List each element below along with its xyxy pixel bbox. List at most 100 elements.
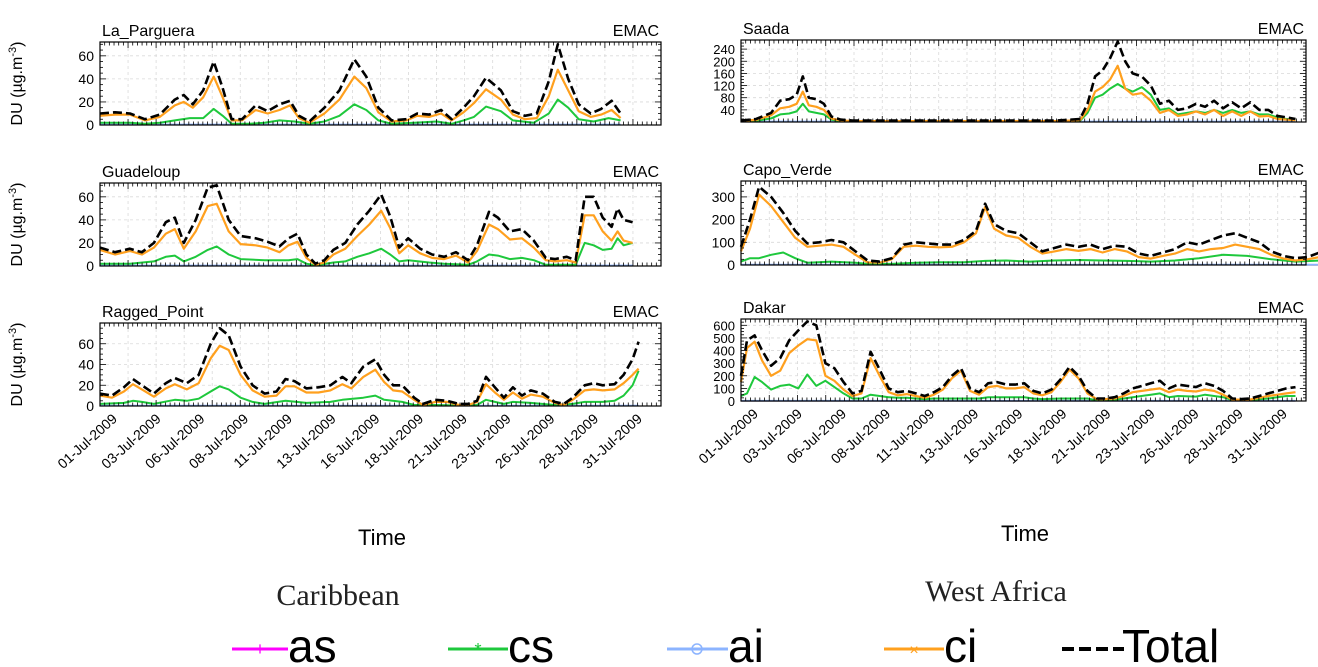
series-total [740,40,1296,122]
y-tick-label: 100 [712,234,736,250]
panel-ragged-point: 0 20 40 60 Ragged_Point EMAC DU (µg.m-3) [7,304,662,414]
legend-label-cs: cs [508,620,554,667]
region-label-caribbean: Caribbean [276,579,399,612]
y-tick-label: 40 [78,71,94,87]
y-axis-label: DU (µg.m-3) [7,183,26,267]
x-axis-right: 01-Jul-200903-Jul-200906-Jul-200908-Jul-… [695,405,1290,546]
model-tag: EMAC [1258,21,1304,38]
legend-label-ai: ai [728,620,764,667]
legend-marker-as: + [255,639,266,659]
y-tick-label: 60 [78,48,94,64]
legend-item-as: + as [232,620,337,667]
y-tick-label: 600 [713,318,735,333]
series-total [99,184,633,266]
y-tick-label: 0 [727,257,735,273]
y-tick-label: 300 [713,356,735,371]
x-axis-label: Time [1001,521,1049,546]
region-label-west-africa: West Africa [925,575,1067,608]
legend-item-cs: * cs [448,620,554,667]
y-tick-label: 20 [78,94,94,110]
y-tick-label: 120 [713,79,735,94]
y-axis-label-close: ) [9,42,26,47]
y-tick-label: 0 [86,398,94,414]
legend-label-ci: ci [944,620,977,667]
y-tick-label: 500 [713,331,735,346]
model-tag: EMAC [613,164,659,181]
model-tag: EMAC [613,304,659,321]
y-tick-label: 300 [712,189,736,205]
y-axis-label-close: ) [9,183,26,188]
series-ci [740,64,1296,123]
station-title: Dakar [743,300,786,317]
series-cs [100,98,621,125]
y-tick-label: 60 [78,336,94,352]
minor-ticks [740,39,1307,123]
minor-ticks [99,42,662,126]
legend-label-as: as [288,620,337,667]
model-tag: EMAC [613,23,659,40]
y-axis-label-text: DU (µg.m [9,338,26,407]
grid [100,323,661,407]
legend-label-total: Total [1122,620,1219,667]
y-tick-label: 40 [721,103,735,118]
station-title: La_Parguera [102,23,195,40]
series-total [739,185,1318,263]
series-cs [99,370,640,407]
y-axis-label: DU (µg.m-3) [7,323,26,407]
y-tick-label: 60 [78,189,94,205]
y-axis-label-text: DU (µg.m [9,57,26,126]
series-cs [740,251,1318,265]
series-total [99,326,640,406]
series-cs [740,373,1296,402]
y-axis-label: DU (µg.m-3) [7,42,26,126]
y-axis-label-sup: -3 [7,188,19,198]
y-axis-label-sup: -3 [7,328,19,338]
grid [100,183,661,267]
series-cs [100,237,633,267]
station-title: Capo_Verde [743,162,832,179]
series-total [739,320,1296,401]
model-tag: EMAC [1258,300,1304,317]
y-tick-label: 200 [713,54,735,69]
grid [741,181,1306,266]
y-tick-label: 100 [713,381,735,396]
y-tick-label: 240 [713,42,735,57]
minor-ticks [740,318,1307,402]
station-title: Guadeloup [102,164,180,181]
series-total [99,42,622,123]
minor-ticks [740,181,1307,266]
series-ci [99,68,622,124]
y-tick-label: 20 [78,377,94,393]
x-axis-label: Time [358,525,406,550]
y-tick-label: 200 [713,369,735,384]
station-title: Ragged_Point [102,304,204,321]
legend-marker-ai [691,643,703,655]
minor-ticks [99,183,662,267]
y-tick-label: 0 [86,117,94,133]
panel-la-parguera: 0 20 40 60 La_Parguera EMAC DU (µg.m-3) [7,23,662,133]
legend-item-ai: ai [667,620,764,667]
y-tick-label: 80 [721,91,735,106]
y-tick-label: 0 [728,394,735,409]
series-ci [99,202,633,266]
y-tick-label: 400 [713,344,735,359]
legend: + as * cs ai × ci Total [232,620,1219,667]
minor-ticks [99,322,662,407]
panel-capo-verde: 0 100 200 300 Capo_Verde EMAC [712,162,1318,273]
y-axis-label-close: ) [9,323,26,328]
y-tick-label: 40 [78,212,94,228]
legend-marker-ci: × [909,642,918,659]
model-tag: EMAC [1258,162,1304,179]
series-cs [740,83,1296,123]
y-tick-label: 200 [712,212,736,228]
panel-guadeloup: 0 20 40 60 Guadeloup EMAC DU (µg.m-3) [7,164,662,274]
station-title: Saada [743,21,789,38]
grid [741,40,1306,122]
series-ci [739,193,1318,264]
y-tick-label: 0 [86,258,94,274]
legend-item-ci: × ci [884,620,977,667]
y-axis-label-sup: -3 [7,47,19,57]
